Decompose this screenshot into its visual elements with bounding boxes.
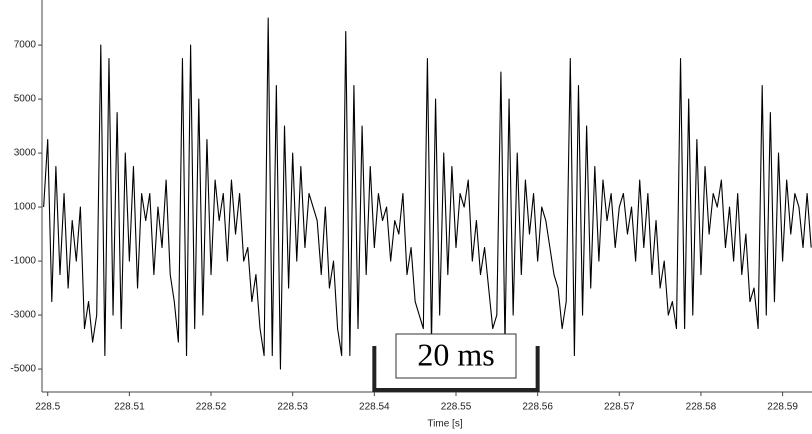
x-tick-label: 228.56 (522, 402, 553, 413)
y-tick-label: -5000 (10, 364, 36, 375)
y-tick-label: 5000 (14, 94, 37, 105)
y-tick-label: 7000 (14, 40, 37, 51)
annotation-box (395, 333, 517, 379)
waveform (43, 17, 812, 370)
x-axis-label: Time [s] (427, 419, 462, 430)
x-tick-label: 228.52 (196, 402, 227, 413)
y-tick-label: -3000 (10, 310, 36, 321)
y-tick-label: 1000 (14, 202, 37, 213)
scale-bar (372, 346, 540, 392)
annotation-text: 20 ms (417, 336, 494, 372)
x-tick-label: 228.58 (686, 402, 717, 413)
x-tick-label: 228.53 (277, 402, 308, 413)
y-tick-label: -1000 (10, 256, 36, 267)
y-tick-label: 3000 (14, 148, 37, 159)
x-tick-label: 228.57 (604, 402, 635, 413)
x-tick-label: 228.59 (767, 402, 798, 413)
x-tick-label: 228.5 (35, 402, 60, 413)
x-tick-label: 228.51 (114, 402, 145, 413)
x-tick-label: 228.55 (441, 402, 472, 413)
x-tick-label: 228.54 (359, 402, 390, 413)
